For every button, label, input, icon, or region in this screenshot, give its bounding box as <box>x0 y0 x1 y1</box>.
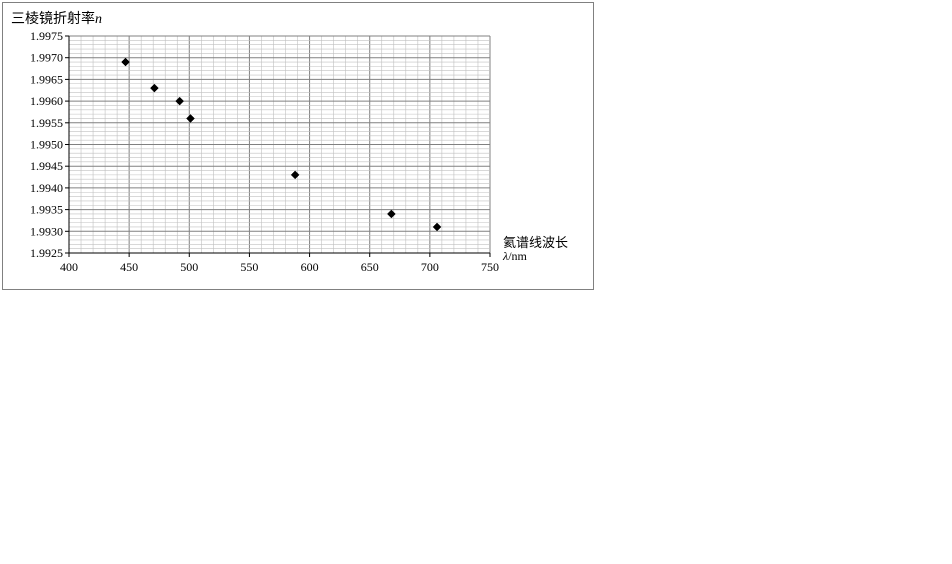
data-point-diamond <box>387 209 396 219</box>
x-axis-title: 氦谱线波长 <box>503 236 569 251</box>
y-tick-label: 1.9925 <box>30 246 63 260</box>
x-tick-label: 400 <box>60 260 78 274</box>
data-point-diamond <box>121 57 130 67</box>
data-points <box>121 57 442 232</box>
y-tick-labels: 1.9925 1.9930 1.9935 1.9940 1.9945 1.9950 1.99… <box>30 29 69 260</box>
y-tick-label: 1.9960 <box>30 94 63 108</box>
chart-frame: 1.9925 1.9930 1.9935 1.9940 1.9945 1.9950 1.99… <box>2 2 594 290</box>
y-tick-label: 1.9955 <box>30 116 63 130</box>
x-axis-unit: λ/nm <box>503 249 527 264</box>
data-point-diamond <box>290 170 300 180</box>
data-point-diamond <box>186 114 195 123</box>
scatter-chart: 1.9925 1.9930 1.9935 1.9940 1.9945 1.9950 1.99… <box>30 29 499 274</box>
gridlines <box>68 35 491 254</box>
y-axis-title: 三棱镜折射率n <box>11 8 102 28</box>
x-tick-label: 500 <box>180 260 198 274</box>
y-tick-label: 1.9970 <box>30 51 63 65</box>
y-axis-symbol: n <box>95 12 102 27</box>
y-tick-label: 1.9965 <box>30 72 63 86</box>
x-tick-label: 600 <box>301 260 319 274</box>
x-axis-symbol: λ <box>503 249 509 263</box>
y-tick-label: 1.9950 <box>30 138 63 152</box>
x-tick-label: 650 <box>361 260 379 274</box>
x-tick-label: 450 <box>120 260 138 274</box>
x-tick-labels: 400 450 500 550 600 650 700 750 <box>60 253 499 274</box>
y-tick-label: 1.9935 <box>30 203 63 217</box>
x-axis-unit-text: /nm <box>508 249 527 263</box>
y-tick-label: 1.9975 <box>30 29 63 43</box>
y-tick-label: 1.9940 <box>30 181 63 195</box>
y-axis-title-text: 三棱镜折射率 <box>11 11 95 27</box>
y-tick-label: 1.9945 <box>30 159 63 173</box>
data-point-diamond <box>432 222 442 232</box>
x-tick-label: 750 <box>481 260 499 274</box>
data-point-diamond <box>150 83 159 93</box>
y-tick-label: 1.9930 <box>30 224 63 238</box>
x-tick-label: 700 <box>421 260 439 274</box>
x-tick-label: 550 <box>240 260 258 274</box>
data-point-diamond <box>175 96 185 106</box>
